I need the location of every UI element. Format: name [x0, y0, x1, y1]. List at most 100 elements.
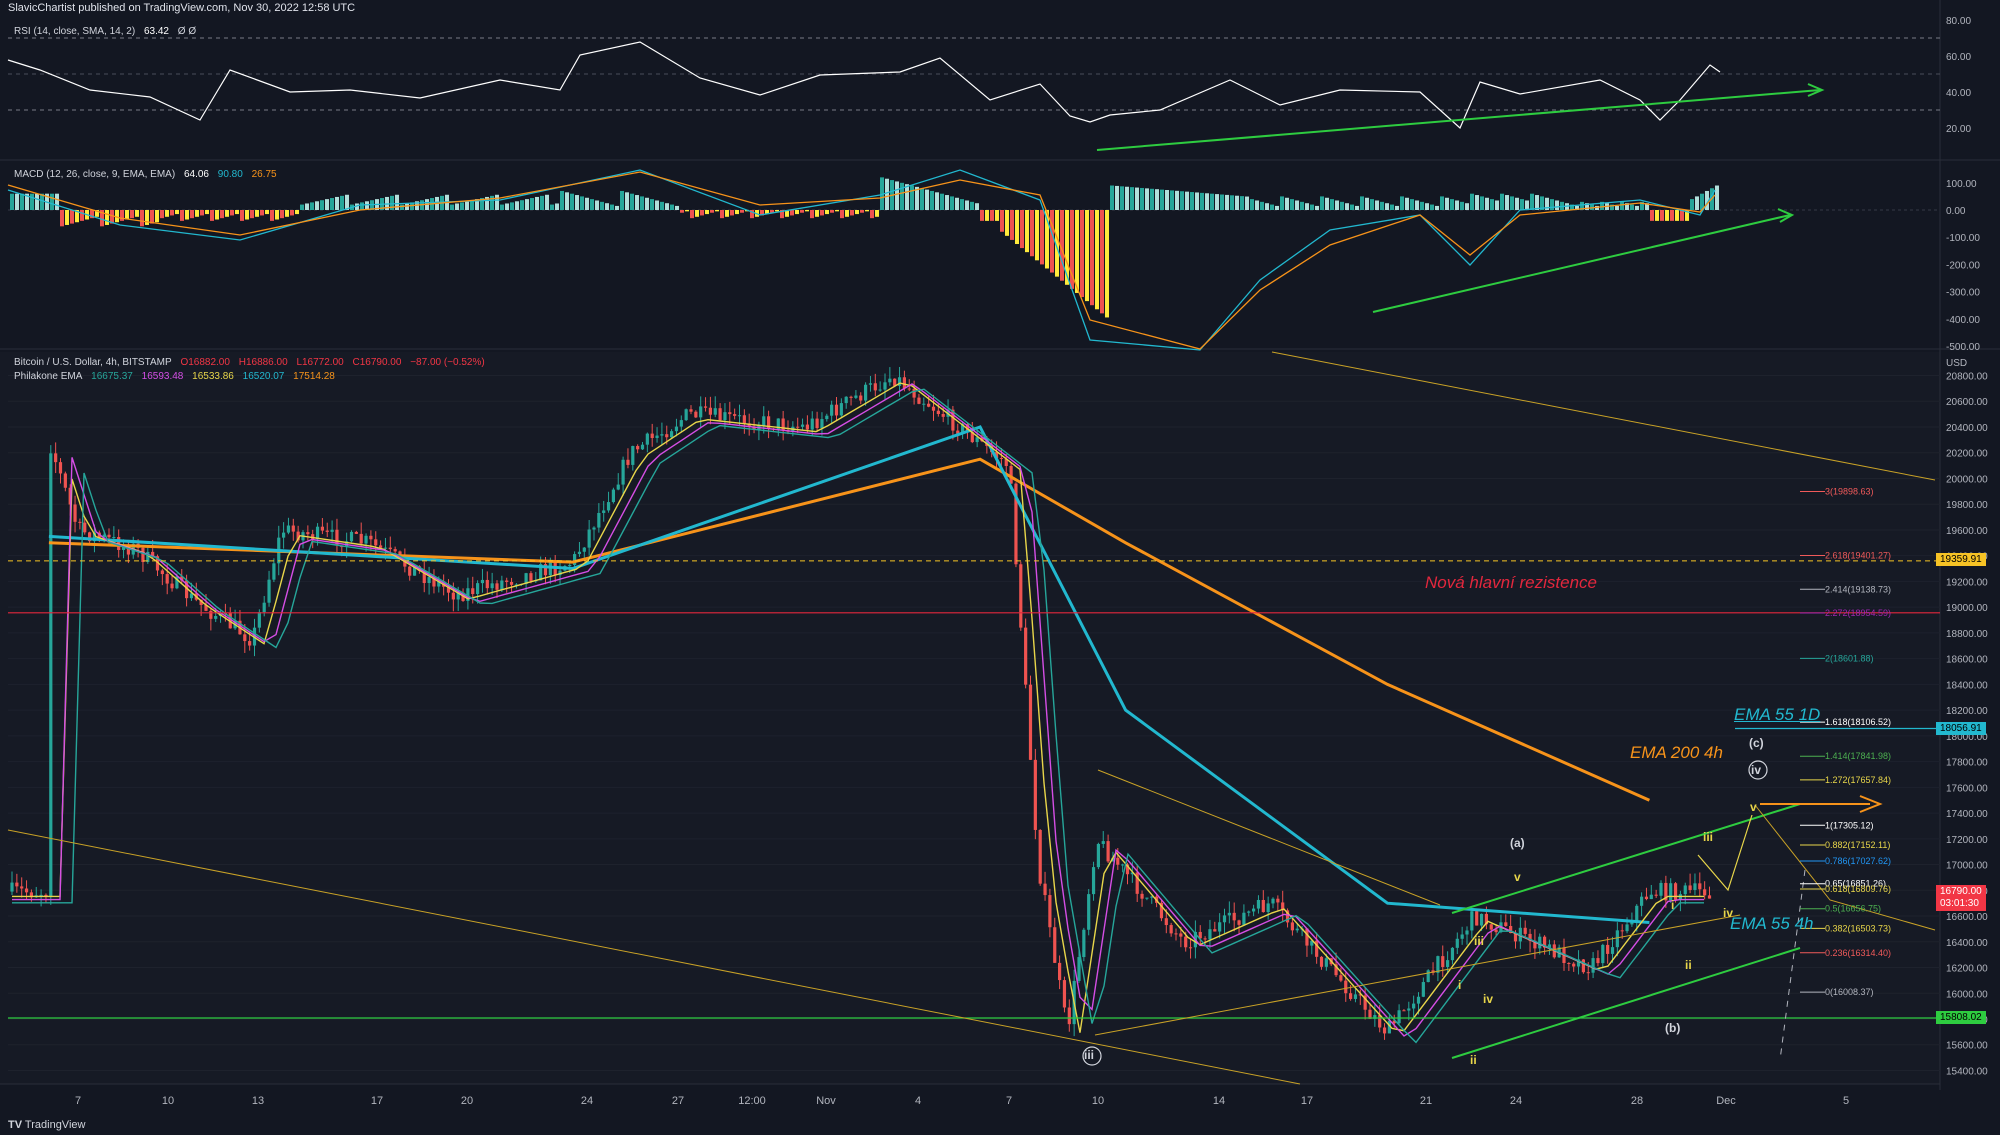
x-tick-label: 7 — [75, 1095, 81, 1107]
candle-body — [39, 894, 43, 896]
candle-body — [655, 435, 659, 439]
grid — [8, 375, 1940, 1071]
channel-top — [1451, 803, 1801, 914]
candle-body — [1315, 940, 1319, 957]
macd-bar — [1695, 196, 1699, 210]
macd-bar — [695, 210, 699, 217]
candle-body — [1004, 458, 1008, 466]
projection-yellow — [1697, 814, 1753, 892]
candle-body — [1494, 929, 1498, 933]
macd-bar — [1450, 199, 1454, 210]
macd-bar — [135, 210, 139, 217]
macd-bar — [800, 210, 804, 213]
candle-body — [1174, 933, 1178, 935]
macd-bar — [1145, 188, 1149, 210]
candle-body — [257, 612, 261, 628]
macd-bar — [1295, 200, 1299, 210]
macd-bar — [1515, 197, 1519, 210]
macd-bar — [780, 210, 784, 219]
macd-tick-label: -100.00 — [1946, 233, 1980, 244]
candle-body — [117, 537, 121, 550]
candle-body — [1528, 933, 1532, 941]
macd-bar — [55, 193, 59, 210]
macd-bar — [1595, 205, 1599, 210]
macd-bar — [555, 203, 559, 210]
macd-bar — [575, 195, 579, 210]
candle-body — [1407, 1008, 1411, 1011]
candle-body — [335, 529, 339, 546]
candle-body — [994, 452, 999, 459]
candle-body — [379, 545, 383, 548]
macd-bar — [465, 201, 469, 210]
macd-bar — [455, 203, 459, 210]
macd-bar — [910, 185, 914, 210]
candle-body — [1591, 958, 1595, 973]
macd-bar — [1380, 201, 1384, 210]
price-tick-label: 17800.00 — [1946, 758, 1988, 769]
macd-bar — [470, 200, 474, 210]
candle-body — [466, 588, 470, 601]
macd-bar — [230, 210, 234, 216]
macd-bar — [735, 210, 739, 215]
macd-bar — [1480, 196, 1484, 210]
candle-body — [1412, 1003, 1416, 1009]
macd-bar — [155, 210, 159, 223]
candle-body — [1606, 944, 1610, 954]
macd-bar — [1180, 191, 1184, 210]
macd-bar — [785, 210, 789, 217]
candle-body — [1232, 912, 1236, 921]
candle-body — [1610, 947, 1615, 954]
fib-level-label: 3(19898.63) — [1825, 487, 1874, 497]
price-tick-label: 20200.00 — [1946, 449, 1988, 460]
macd-bar — [265, 210, 269, 215]
candle-body — [689, 409, 693, 412]
candle-body — [941, 413, 945, 417]
candle-body — [1509, 925, 1513, 934]
candle-body — [1543, 936, 1547, 948]
candle-body — [471, 588, 475, 595]
candle-body — [558, 570, 562, 576]
candle-body — [703, 406, 708, 408]
candle-body — [1188, 947, 1193, 949]
macd-bar — [35, 193, 39, 210]
candle-body — [961, 424, 965, 434]
candle-body — [480, 579, 485, 584]
macd-bar — [460, 202, 464, 210]
macd-bar — [330, 198, 334, 210]
macd-bar — [1070, 210, 1074, 289]
candle-body — [645, 433, 649, 445]
candle-body — [1150, 896, 1154, 898]
macd-tick-label: 0.00 — [1946, 206, 1966, 217]
candle-body — [815, 418, 819, 429]
macd-bar — [1685, 210, 1689, 221]
macd-bar — [125, 210, 129, 220]
candle-body — [1324, 958, 1328, 967]
macd-bar — [220, 210, 224, 219]
candle-body — [1620, 930, 1624, 932]
macd-bar — [1335, 200, 1339, 210]
price-tick-label: 16200.00 — [1946, 964, 1988, 975]
macd-bar — [1680, 210, 1684, 221]
candle-body — [388, 547, 392, 550]
ema200-arrow-icon — [1760, 795, 1883, 813]
rsi-tick-label: 20.00 — [1946, 124, 1971, 135]
macd-bar — [1090, 210, 1094, 306]
macd-bar — [480, 198, 484, 210]
macd-bar — [600, 201, 604, 210]
macd-bar — [1705, 190, 1709, 210]
candle-body — [1698, 883, 1702, 890]
macd-bar — [1395, 205, 1399, 210]
tradingview-footer: TV TradingView — [8, 1119, 85, 1131]
candle-body — [936, 410, 940, 414]
macd-bar — [1320, 196, 1324, 210]
macd-bar — [875, 210, 879, 217]
macd-bar — [940, 193, 944, 210]
candle-body — [1242, 912, 1246, 925]
candle-body — [24, 888, 29, 893]
ema-legend: Philakone EMA 16675.37 16593.48 16533.86… — [14, 371, 341, 382]
candle-body — [1116, 857, 1120, 865]
macd-bar — [1400, 196, 1404, 210]
macd-bar — [1140, 187, 1144, 210]
macd-bar — [530, 198, 534, 210]
